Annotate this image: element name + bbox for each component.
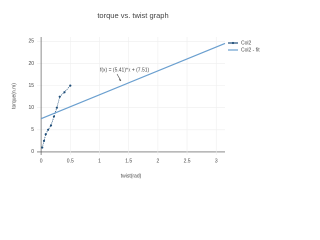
- point: [52, 115, 56, 118]
- chart: torque vs. twist graph twist(rad) torque…: [0, 0, 266, 190]
- point: [46, 128, 50, 131]
- point: [42, 139, 46, 142]
- y-tick-label: 20: [28, 61, 34, 67]
- point: [69, 84, 72, 87]
- annotation-arrowhead: [118, 78, 121, 81]
- y-tick-label: 10: [28, 105, 34, 111]
- y-tick-label: 25: [28, 39, 34, 45]
- legend-label: Col2 - fit: [241, 47, 260, 53]
- chart-title: torque vs. twist graph: [97, 11, 168, 20]
- x-tick-label: 2: [156, 158, 159, 164]
- y-axis-label: torque(n.m): [11, 83, 17, 109]
- y-tick-label: 0: [31, 149, 34, 155]
- legend-label: Col2: [241, 40, 252, 46]
- annotation: f(x) = (5.41)*x + (7.51): [100, 67, 150, 73]
- x-tick-label: 3: [215, 158, 218, 164]
- point: [41, 146, 44, 149]
- point: [55, 106, 58, 109]
- x-tick-label: 2.5: [184, 158, 191, 164]
- y-tick-label: 15: [28, 83, 34, 89]
- legend-marker: [231, 41, 235, 45]
- series-line: [40, 42, 226, 120]
- x-tick-label: 0: [40, 158, 43, 164]
- y-tick-label: 5: [31, 127, 34, 133]
- x-tick-label: 1: [98, 158, 101, 164]
- x-axis-label: twist(rad): [121, 173, 142, 179]
- series-line: [41, 85, 71, 148]
- point: [58, 95, 61, 98]
- background: [0, 0, 266, 190]
- point: [63, 91, 66, 94]
- point: [44, 133, 47, 136]
- x-tick-label: 0.5: [67, 158, 74, 164]
- point: [49, 124, 53, 127]
- x-tick-label: 1.5: [125, 158, 132, 164]
